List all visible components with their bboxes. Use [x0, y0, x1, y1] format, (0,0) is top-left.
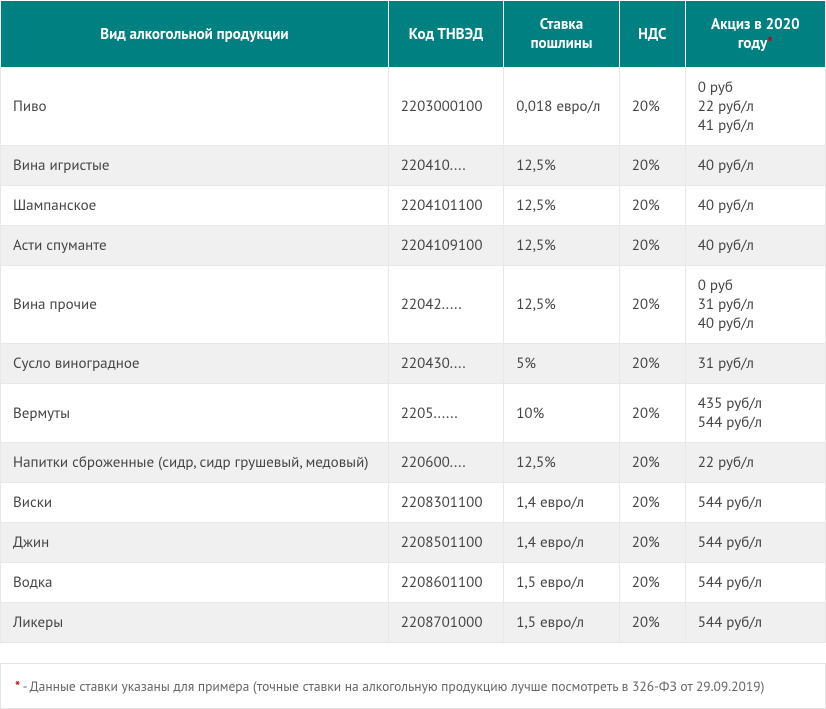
cell-vat: 20% [619, 68, 685, 146]
cell-code: 220600.... [388, 443, 504, 483]
alcohol-tariff-table: Вид алкогольной продукции Код ТНВЭД Став… [0, 0, 826, 643]
cell-vat: 20% [619, 146, 685, 186]
table-row: Сусло виноградное220430....5%20%31 руб/л [1, 344, 826, 384]
table-row: Ликеры22087010001,5 евро/л20%544 руб/л [1, 603, 826, 643]
table-row: Асти спуманте220410910012,5%20%40 руб/л [1, 226, 826, 266]
cell-product: Асти спуманте [1, 226, 389, 266]
cell-code: 2204101100 [388, 186, 504, 226]
header-code: Код ТНВЭД [388, 1, 504, 68]
cell-code: 220410.... [388, 146, 504, 186]
cell-product: Вермуты [1, 384, 389, 443]
table-row: Вермуты2205......10%20%435 руб/л 544 руб… [1, 384, 826, 443]
cell-rate: 0,018 евро/л [504, 68, 620, 146]
cell-vat: 20% [619, 266, 685, 344]
header-excise: Акциз в 2020 году* [685, 1, 825, 68]
header-vat: НДС [619, 1, 685, 68]
cell-code: 2205...... [388, 384, 504, 443]
cell-excise: 544 руб/л [685, 563, 825, 603]
cell-vat: 20% [619, 186, 685, 226]
cell-vat: 20% [619, 443, 685, 483]
cell-product: Пиво [1, 68, 389, 146]
cell-excise: 22 руб/л [685, 443, 825, 483]
cell-product: Виски [1, 483, 389, 523]
table-header: Вид алкогольной продукции Код ТНВЭД Став… [1, 1, 826, 68]
asterisk-icon: * [767, 34, 773, 53]
cell-excise: 0 руб 22 руб/л 41 руб/л [685, 68, 825, 146]
cell-rate: 1,4 евро/л [504, 483, 620, 523]
cell-excise: 0 руб 31 руб/л 40 руб/л [685, 266, 825, 344]
table-row: Виски22083011001,4 евро/л20%544 руб/л [1, 483, 826, 523]
cell-excise: 544 руб/л [685, 603, 825, 643]
table-row: Вина прочие22042.....12,5%20%0 руб 31 ру… [1, 266, 826, 344]
cell-vat: 20% [619, 384, 685, 443]
footnote: * - Данные ставки указаны для примера (т… [0, 663, 826, 709]
cell-rate: 12,5% [504, 146, 620, 186]
cell-rate: 12,5% [504, 266, 620, 344]
table-row: Напитки сброженные (сидр, сидр грушевый,… [1, 443, 826, 483]
cell-vat: 20% [619, 523, 685, 563]
table-row: Водка22086011001,5 евро/л20%544 руб/л [1, 563, 826, 603]
cell-product: Шампанское [1, 186, 389, 226]
cell-code: 2203000100 [388, 68, 504, 146]
cell-vat: 20% [619, 226, 685, 266]
cell-product: Водка [1, 563, 389, 603]
table-body: Пиво22030001000,018 евро/л20%0 руб 22 ру… [1, 68, 826, 643]
table-row: Шампанское220410110012,5%20%40 руб/л [1, 186, 826, 226]
table-row: Пиво22030001000,018 евро/л20%0 руб 22 ру… [1, 68, 826, 146]
cell-excise: 435 руб/л 544 руб/л [685, 384, 825, 443]
cell-code: 220430.... [388, 344, 504, 384]
cell-rate: 1,5 евро/л [504, 603, 620, 643]
cell-excise: 544 руб/л [685, 523, 825, 563]
header-rate: Ставка пошлины [504, 1, 620, 68]
cell-vat: 20% [619, 344, 685, 384]
cell-product: Вина прочие [1, 266, 389, 344]
table-row: Вина игристые220410....12,5%20%40 руб/л [1, 146, 826, 186]
footnote-text: - Данные ставки указаны для примера (точ… [20, 677, 764, 695]
cell-vat: 20% [619, 483, 685, 523]
cell-product: Джин [1, 523, 389, 563]
cell-excise: 40 руб/л [685, 186, 825, 226]
cell-excise: 40 руб/л [685, 146, 825, 186]
header-excise-text: Акциз в 2020 году [711, 15, 800, 53]
cell-code: 22042..... [388, 266, 504, 344]
cell-excise: 40 руб/л [685, 226, 825, 266]
cell-product: Напитки сброженные (сидр, сидр грушевый,… [1, 443, 389, 483]
cell-rate: 5% [504, 344, 620, 384]
cell-vat: 20% [619, 563, 685, 603]
header-product: Вид алкогольной продукции [1, 1, 389, 68]
cell-rate: 12,5% [504, 226, 620, 266]
cell-code: 2208601100 [388, 563, 504, 603]
cell-rate: 1,4 евро/л [504, 523, 620, 563]
cell-product: Ликеры [1, 603, 389, 643]
cell-product: Сусло виноградное [1, 344, 389, 384]
cell-rate: 1,5 евро/л [504, 563, 620, 603]
cell-vat: 20% [619, 603, 685, 643]
table-row: Джин22085011001,4 евро/л20%544 руб/л [1, 523, 826, 563]
cell-rate: 10% [504, 384, 620, 443]
cell-rate: 12,5% [504, 443, 620, 483]
cell-code: 2208701000 [388, 603, 504, 643]
cell-code: 2204109100 [388, 226, 504, 266]
cell-excise: 31 руб/л [685, 344, 825, 384]
cell-excise: 544 руб/л [685, 483, 825, 523]
cell-product: Вина игристые [1, 146, 389, 186]
cell-code: 2208301100 [388, 483, 504, 523]
cell-code: 2208501100 [388, 523, 504, 563]
cell-rate: 12,5% [504, 186, 620, 226]
